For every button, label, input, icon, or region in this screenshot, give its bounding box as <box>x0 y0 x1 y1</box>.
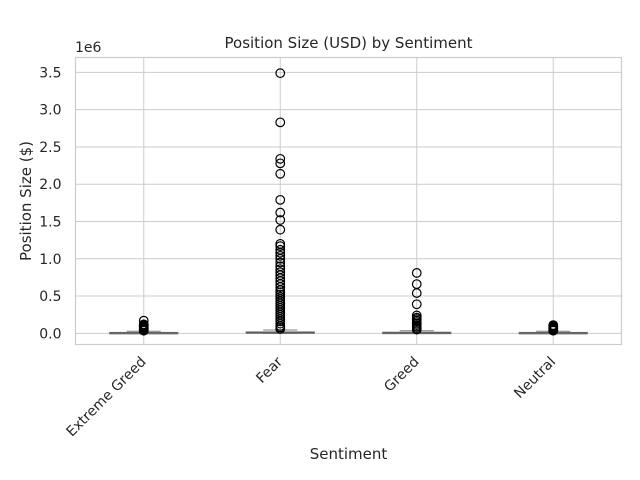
outlier-point <box>275 241 286 252</box>
y-tick-label: 1.0 <box>39 252 61 268</box>
outlier-point <box>275 247 286 258</box>
outlier-point <box>411 268 422 278</box>
outlier-point <box>275 250 286 261</box>
boxes <box>109 68 588 336</box>
outlier-point <box>138 325 149 336</box>
y-tick-label: 2.0 <box>39 177 61 193</box>
outlier-point <box>275 158 286 169</box>
outlier-point <box>275 194 286 205</box>
outlier-point <box>275 282 286 293</box>
outlier-point <box>275 68 286 79</box>
box-extreme-greed <box>109 315 179 336</box>
outlier-point <box>275 257 286 268</box>
outlier-point <box>275 207 286 218</box>
x-axis-label: Sentiment <box>310 445 388 463</box>
outlier-point <box>275 153 286 164</box>
outlier-point <box>411 324 422 335</box>
y-tick-label: 0.5 <box>39 289 61 305</box>
box-neutral <box>518 320 588 336</box>
outlier-point <box>275 323 286 334</box>
y-tick-label: 3.5 <box>39 65 61 81</box>
outlier-point <box>275 117 286 128</box>
y-axis-label: Position Size ($) <box>17 141 35 261</box>
plot-area-frame <box>74 56 623 346</box>
chart-title: Position Size (USD) by Sentiment <box>225 34 473 52</box>
outlier-point <box>275 168 286 179</box>
outlier-point <box>275 224 286 235</box>
y-tick-label: 2.5 <box>39 140 61 156</box>
outlier-point <box>411 288 422 298</box>
y-tick-label: 3.0 <box>39 103 61 119</box>
box-fear <box>245 68 315 334</box>
outlier-point <box>275 215 286 225</box>
box-greed <box>382 268 452 335</box>
outlier-point <box>411 299 422 310</box>
y-tick-label: 1.5 <box>39 215 61 231</box>
y-tick-labels: 0.0 0.5 1.0 1.5 2.0 2.5 3.0 3.5 <box>39 65 61 342</box>
y-tick-label: 0.0 <box>39 326 61 342</box>
y-offset-label: 1e6 <box>75 40 102 56</box>
outlier-point <box>275 253 286 264</box>
outlier-point <box>548 325 559 336</box>
